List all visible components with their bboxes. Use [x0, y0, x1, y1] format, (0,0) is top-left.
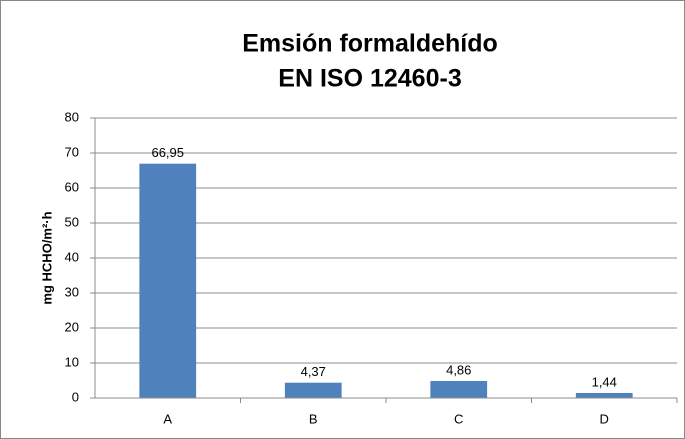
y-tick-label: 20: [65, 319, 79, 334]
y-tick-label: 10: [65, 354, 79, 369]
chart-title: EN ISO 12460-3: [278, 65, 461, 93]
y-tick-label: 80: [65, 109, 79, 124]
x-tick-label: A: [163, 411, 172, 426]
y-tick-label: 40: [65, 249, 79, 264]
bar: [284, 382, 342, 398]
bar: [430, 380, 488, 398]
value-label: 4,86: [446, 362, 471, 377]
y-tick-label: 50: [65, 214, 79, 229]
y-tick-label: 60: [65, 179, 79, 194]
chart-title: Emsión formaldehído: [242, 30, 498, 58]
value-label: 66,95: [151, 145, 184, 160]
bar: [575, 392, 633, 398]
y-tick-label: 30: [65, 284, 79, 299]
x-tick-label: C: [454, 411, 463, 426]
x-tick-label: B: [309, 411, 318, 426]
y-tick-label: 0: [72, 389, 79, 404]
value-label: 1,44: [592, 374, 617, 389]
y-axis-label: mg HCHO/m²·h: [39, 211, 54, 304]
bar: [139, 163, 197, 398]
value-label: 4,37: [301, 364, 326, 379]
x-tick-label: D: [600, 411, 609, 426]
y-tick-label: 70: [65, 144, 79, 159]
